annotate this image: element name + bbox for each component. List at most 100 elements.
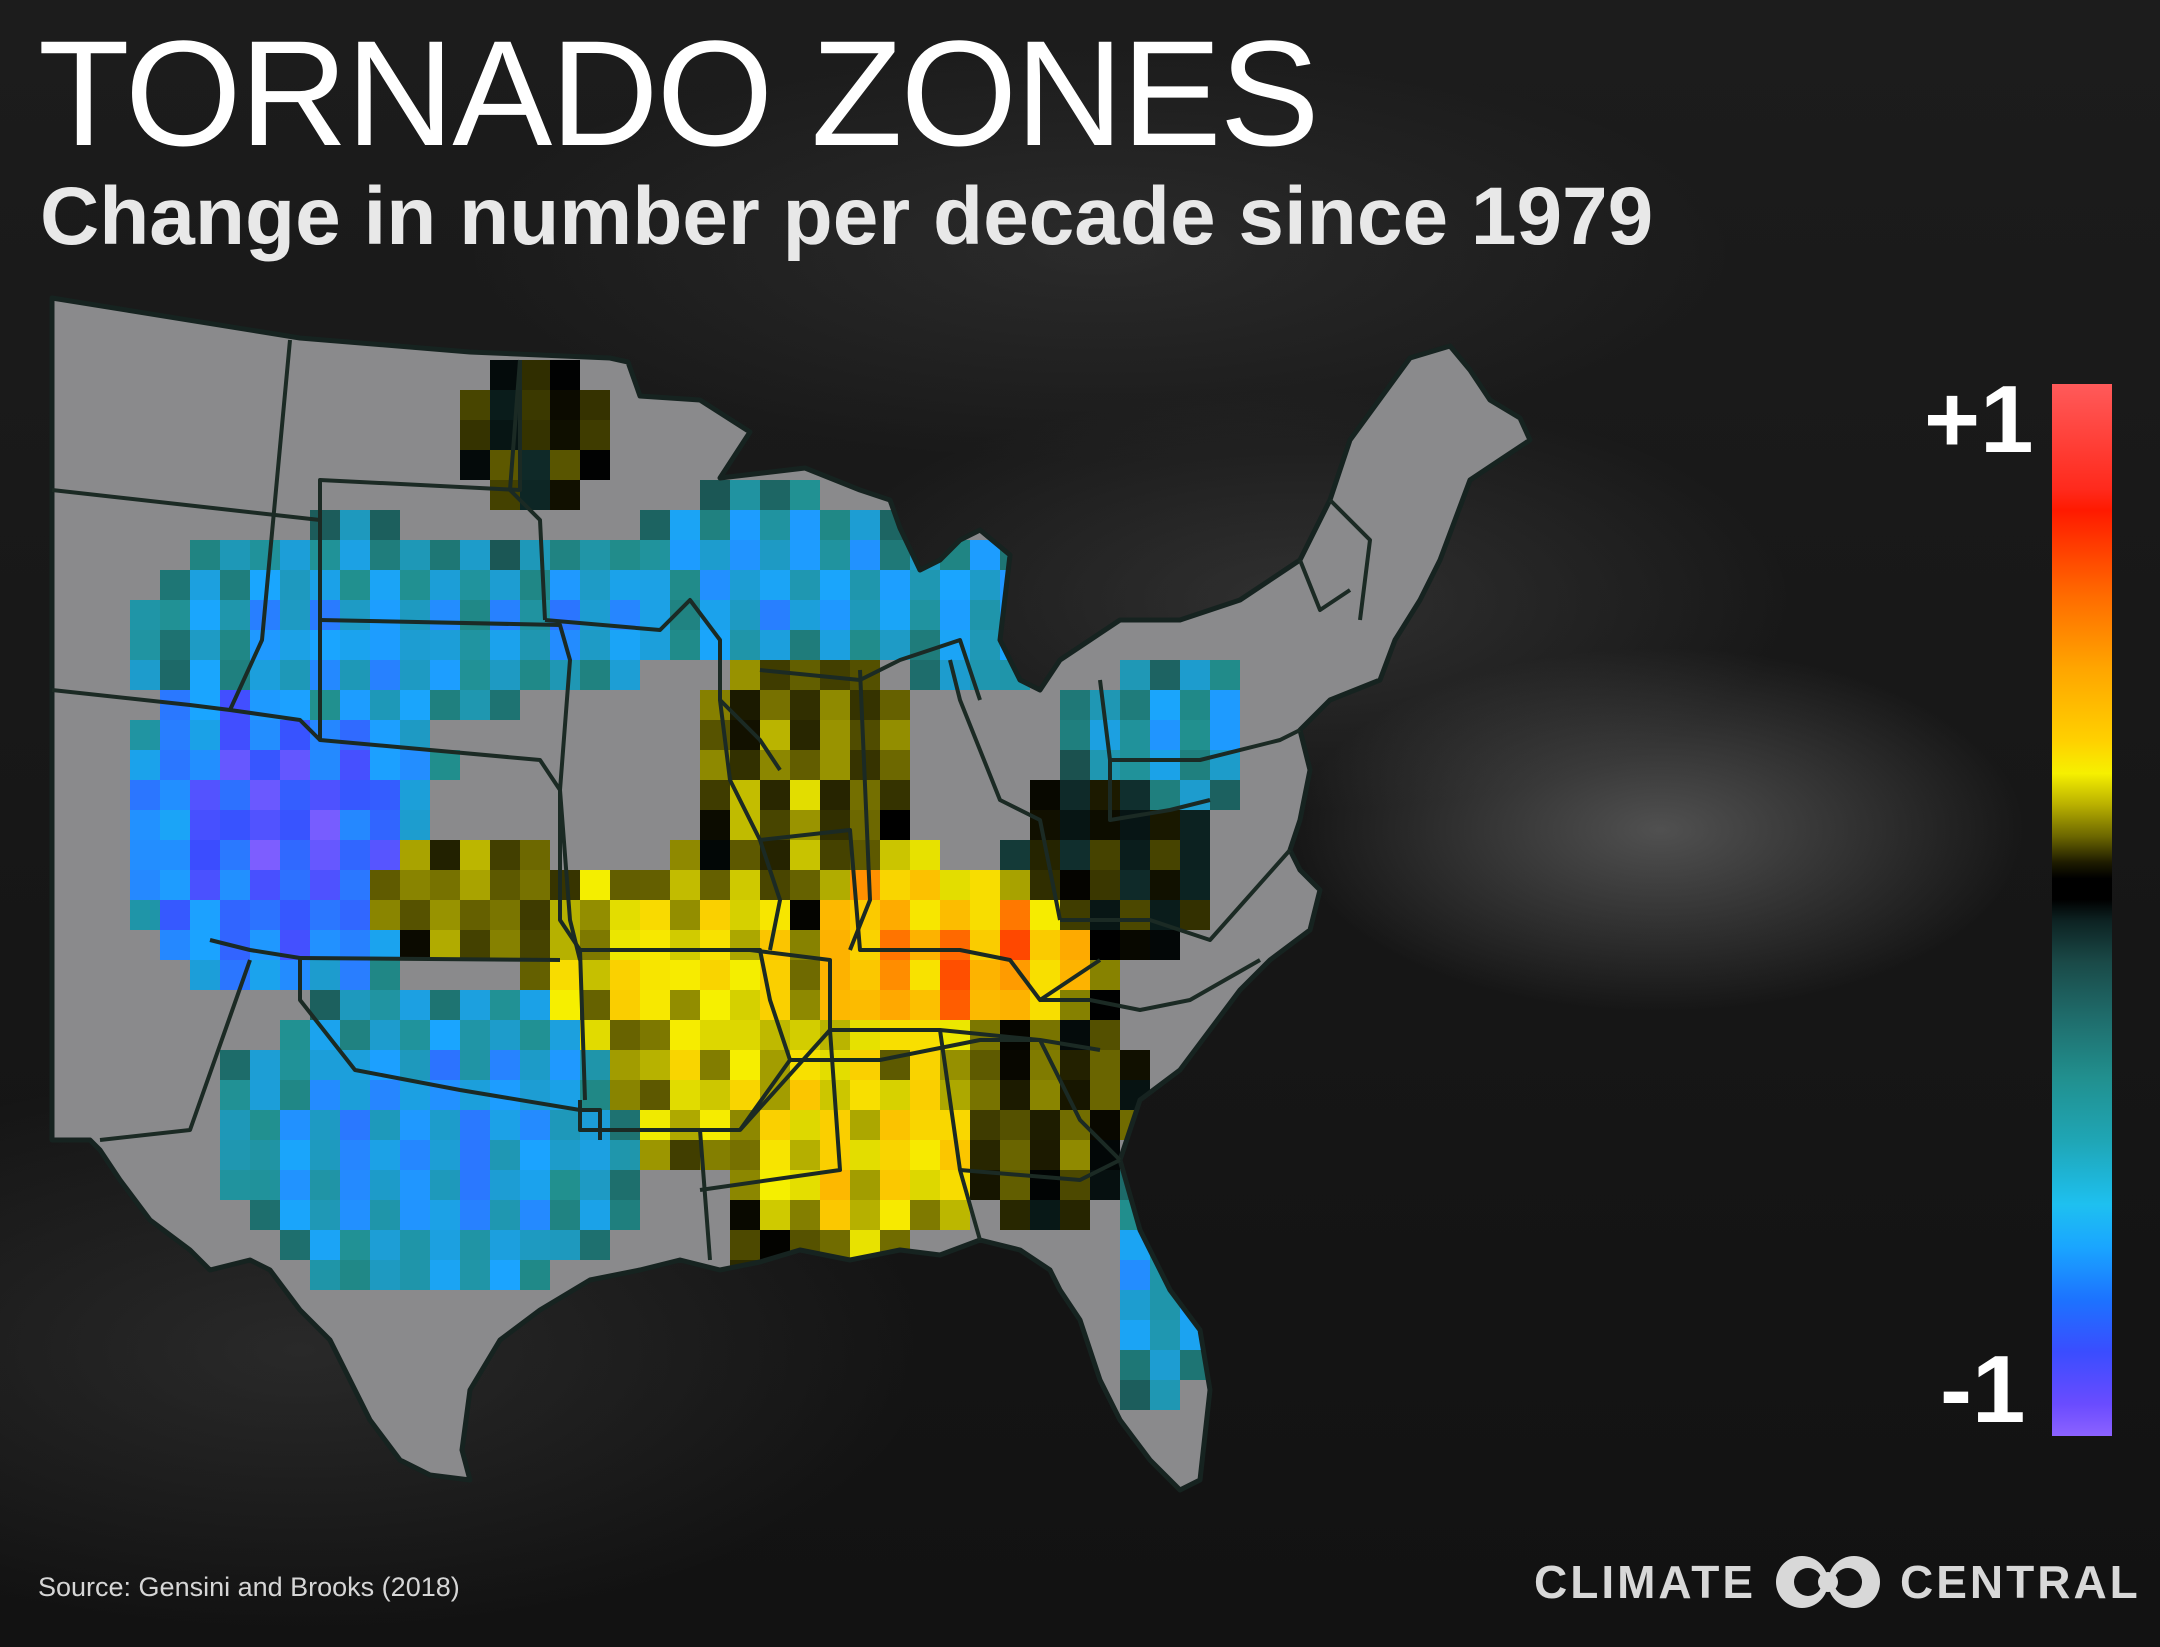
trend-cell bbox=[1060, 990, 1090, 1020]
trend-cell bbox=[970, 1080, 1000, 1110]
trend-cell bbox=[910, 990, 940, 1020]
trend-cell bbox=[430, 1230, 460, 1260]
trend-cell bbox=[790, 780, 820, 810]
trend-cell bbox=[460, 420, 490, 450]
trend-cell bbox=[250, 1110, 280, 1140]
trend-cell bbox=[550, 420, 580, 450]
trend-cell bbox=[880, 780, 910, 810]
trend-cell bbox=[160, 810, 190, 840]
trend-cell bbox=[610, 1140, 640, 1170]
trend-cell bbox=[970, 570, 1000, 600]
trend-cell bbox=[250, 750, 280, 780]
trend-cell bbox=[1150, 930, 1180, 960]
trend-cell bbox=[190, 600, 220, 630]
trend-cell bbox=[970, 1140, 1000, 1170]
trend-cell bbox=[610, 660, 640, 690]
trend-cell bbox=[1180, 1170, 1210, 1200]
trend-cell bbox=[1000, 870, 1030, 900]
trend-cell bbox=[640, 1080, 670, 1110]
trend-cell bbox=[550, 1230, 580, 1260]
trend-cell bbox=[460, 540, 490, 570]
trend-cell bbox=[880, 1020, 910, 1050]
trend-cell bbox=[1120, 660, 1150, 690]
trend-cell bbox=[760, 1200, 790, 1230]
trend-cell bbox=[430, 930, 460, 960]
trend-cell bbox=[640, 900, 670, 930]
trend-cell bbox=[340, 930, 370, 960]
trend-cell bbox=[1180, 690, 1210, 720]
trend-cell bbox=[760, 540, 790, 570]
trend-cell bbox=[760, 480, 790, 510]
trend-cell bbox=[1180, 810, 1210, 840]
trend-cell bbox=[700, 540, 730, 570]
trend-cell bbox=[1090, 840, 1120, 870]
trend-cell bbox=[400, 810, 430, 840]
trend-cell bbox=[610, 570, 640, 600]
trend-cell bbox=[1150, 1380, 1180, 1410]
trend-cell bbox=[700, 1140, 730, 1170]
trend-cell bbox=[1000, 840, 1030, 870]
trend-cell bbox=[910, 1140, 940, 1170]
trend-cell bbox=[610, 990, 640, 1020]
trend-cell bbox=[550, 360, 580, 390]
trend-cell bbox=[1120, 1380, 1150, 1410]
trend-cell bbox=[370, 540, 400, 570]
trend-cell bbox=[640, 1050, 670, 1080]
trend-cell bbox=[400, 1260, 430, 1290]
trend-cell bbox=[610, 1080, 640, 1110]
trend-cell bbox=[970, 870, 1000, 900]
trend-cell bbox=[970, 900, 1000, 930]
trend-cell bbox=[490, 900, 520, 930]
trend-cell bbox=[550, 1140, 580, 1170]
trend-cell bbox=[1030, 1200, 1060, 1230]
trend-cell bbox=[880, 540, 910, 570]
trend-cell bbox=[160, 900, 190, 930]
trend-cell bbox=[790, 1260, 820, 1290]
trend-cell bbox=[790, 600, 820, 630]
trend-cell bbox=[190, 570, 220, 600]
trend-cell bbox=[700, 840, 730, 870]
trend-cell bbox=[760, 1260, 790, 1290]
trend-cell bbox=[1120, 870, 1150, 900]
trend-cell bbox=[190, 630, 220, 660]
trend-cell bbox=[280, 900, 310, 930]
trend-cell bbox=[130, 810, 160, 840]
trend-cell bbox=[550, 960, 580, 990]
trend-cell bbox=[340, 1170, 370, 1200]
trend-cell bbox=[190, 720, 220, 750]
trend-cell bbox=[940, 870, 970, 900]
trend-cell bbox=[250, 780, 280, 810]
trend-cell bbox=[910, 870, 940, 900]
trend-cell bbox=[310, 780, 340, 810]
trend-cell bbox=[400, 570, 430, 600]
trend-cell bbox=[1090, 900, 1120, 930]
trend-cell bbox=[640, 1020, 670, 1050]
trend-cell bbox=[670, 870, 700, 900]
trend-cell bbox=[280, 1020, 310, 1050]
trend-cell bbox=[280, 810, 310, 840]
trend-cell bbox=[460, 1050, 490, 1080]
trend-cell bbox=[310, 1080, 340, 1110]
trend-cell bbox=[850, 1110, 880, 1140]
trend-cell bbox=[910, 1200, 940, 1230]
trend-cell bbox=[400, 900, 430, 930]
trend-cell bbox=[670, 1110, 700, 1140]
trend-cell bbox=[220, 1140, 250, 1170]
trend-cell bbox=[550, 1110, 580, 1140]
trend-cell bbox=[310, 750, 340, 780]
trend-cell bbox=[880, 840, 910, 870]
trend-cell bbox=[370, 1260, 400, 1290]
trend-cell bbox=[580, 1200, 610, 1230]
trend-cell bbox=[700, 1020, 730, 1050]
trend-cell bbox=[460, 930, 490, 960]
trend-cell bbox=[400, 660, 430, 690]
trend-cell bbox=[310, 960, 340, 990]
trend-cell bbox=[580, 1230, 610, 1260]
trend-cell bbox=[1210, 780, 1240, 810]
trend-cell bbox=[280, 1200, 310, 1230]
trend-cell bbox=[850, 570, 880, 600]
trend-cell bbox=[430, 630, 460, 660]
trend-cell bbox=[760, 1110, 790, 1140]
trend-cell bbox=[1030, 930, 1060, 960]
trend-cell bbox=[880, 1200, 910, 1230]
